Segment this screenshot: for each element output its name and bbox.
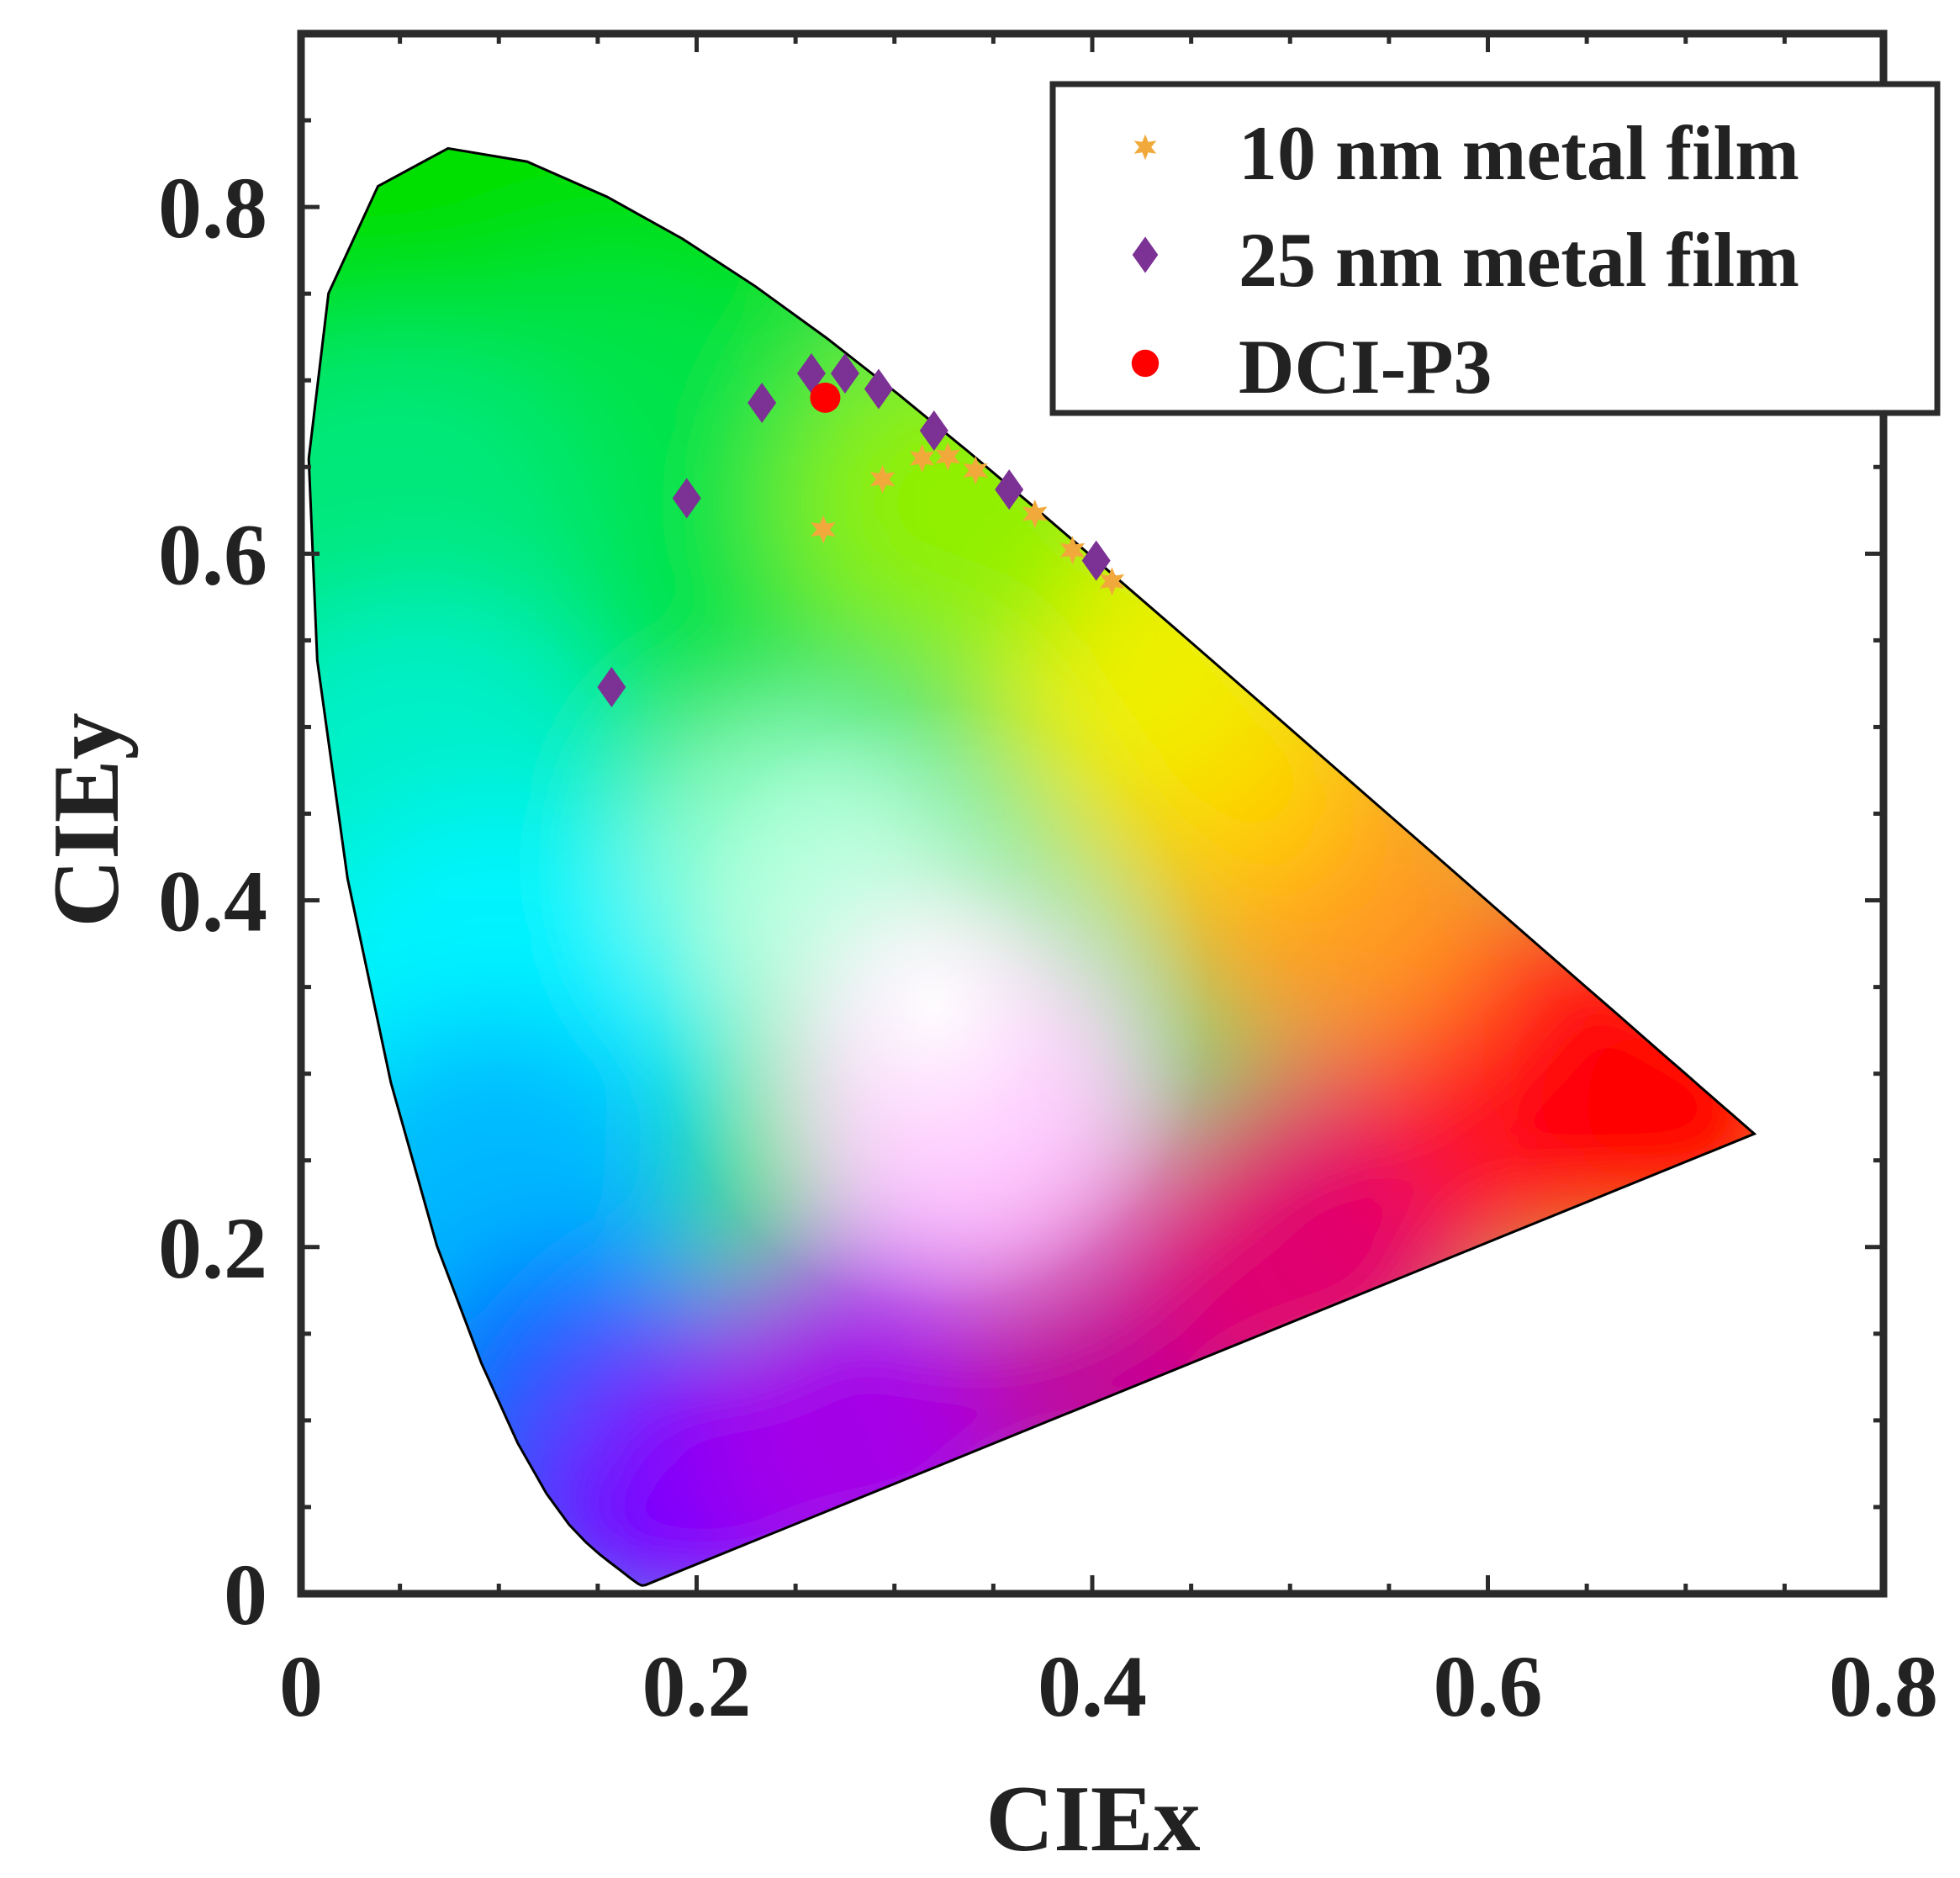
y-tick-label: 0.2 [158,1200,267,1297]
legend-symbol-25nm [1132,236,1159,273]
point-10nm [963,456,988,485]
data-markers [597,352,1125,708]
x-tick-label: 0.6 [1434,1638,1543,1735]
x-tick-label: 0.4 [1038,1638,1147,1735]
point-25nm [864,368,893,410]
point-dci-p3 [810,382,841,413]
point-25nm [1081,540,1111,581]
spectral-locus [307,146,1757,1587]
y-tick-labels: 0 0.2 0.4 0.6 0.8 [158,160,267,1643]
legend-label-25nm: 25 nm metal film [1239,217,1799,303]
point-10nm [811,515,836,544]
y-tick-label: 0 [224,1547,267,1643]
point-25nm [597,667,626,708]
legend: 10 nm metal film 25 nm metal film DCI-P3 [1049,81,1941,416]
point-25nm [748,383,777,424]
point-25nm [830,352,859,394]
x-tick-label: 0.2 [642,1638,752,1735]
y-axis-title: CIEy [34,712,139,927]
x-tick-label: 0.8 [1829,1638,1938,1735]
x-axis-title: CIEx [985,1767,1200,1871]
legend-label-dcip3: DCI-P3 [1239,324,1492,410]
legend-symbol-dcip3 [1131,349,1160,378]
point-10nm [869,464,895,494]
point-10nm [1059,536,1086,565]
point-25nm [796,352,826,394]
point-10nm [935,442,960,471]
point-10nm [910,444,935,473]
y-tick-label: 0.4 [158,854,267,950]
plot-frame [297,29,1888,1598]
point-25nm [995,469,1024,510]
point-25nm [919,410,948,451]
legend-symbol-10nm [1133,134,1157,161]
y-tick-label: 0.6 [158,506,267,603]
point-10nm [1022,499,1048,528]
point-10nm [1099,567,1125,596]
x-tick-label: 0 [279,1638,323,1735]
x-tick-labels: 0 0.2 0.4 0.6 0.8 [279,1638,1938,1735]
y-tick-label: 0.8 [158,160,267,257]
legend-label-10nm: 10 nm metal film [1239,110,1799,196]
legend-box [1049,81,1941,416]
point-25nm [672,478,701,519]
